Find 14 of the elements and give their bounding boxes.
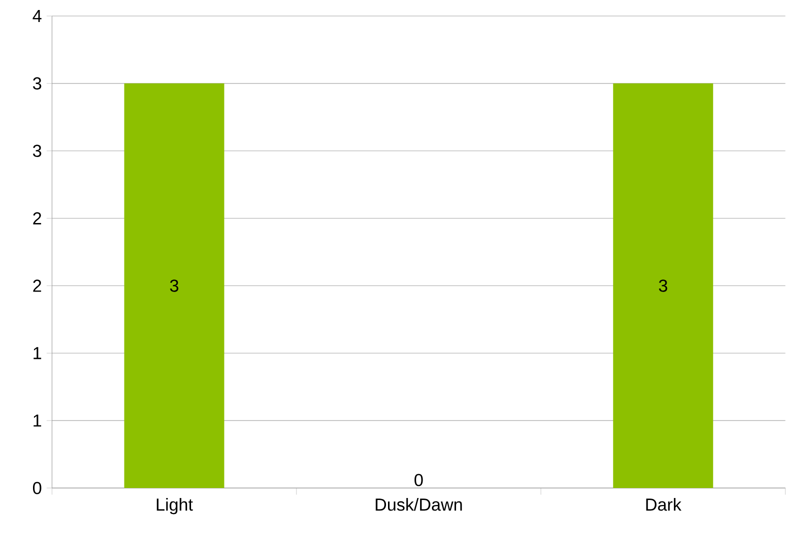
x-tick-label: Dusk/Dawn <box>376 498 462 511</box>
x-tick-label: Light <box>156 498 193 514</box>
x-tick-label: Dark <box>646 498 682 511</box>
y-tick-label: 0 <box>32 482 42 494</box>
y-tick-label: 3 <box>32 144 42 157</box>
y-tick-label: 2 <box>33 280 42 292</box>
data-label: 3 <box>170 280 178 292</box>
data-label: 0 <box>414 474 423 486</box>
y-tick-label: 3 <box>32 77 42 90</box>
y-tick-label: 2 <box>33 212 42 224</box>
y-tick-label: 1 <box>34 347 42 360</box>
y-tick-label: 1 <box>34 414 42 427</box>
y-tick-label: 4 <box>32 10 42 22</box>
data-label: 3 <box>658 280 668 292</box>
